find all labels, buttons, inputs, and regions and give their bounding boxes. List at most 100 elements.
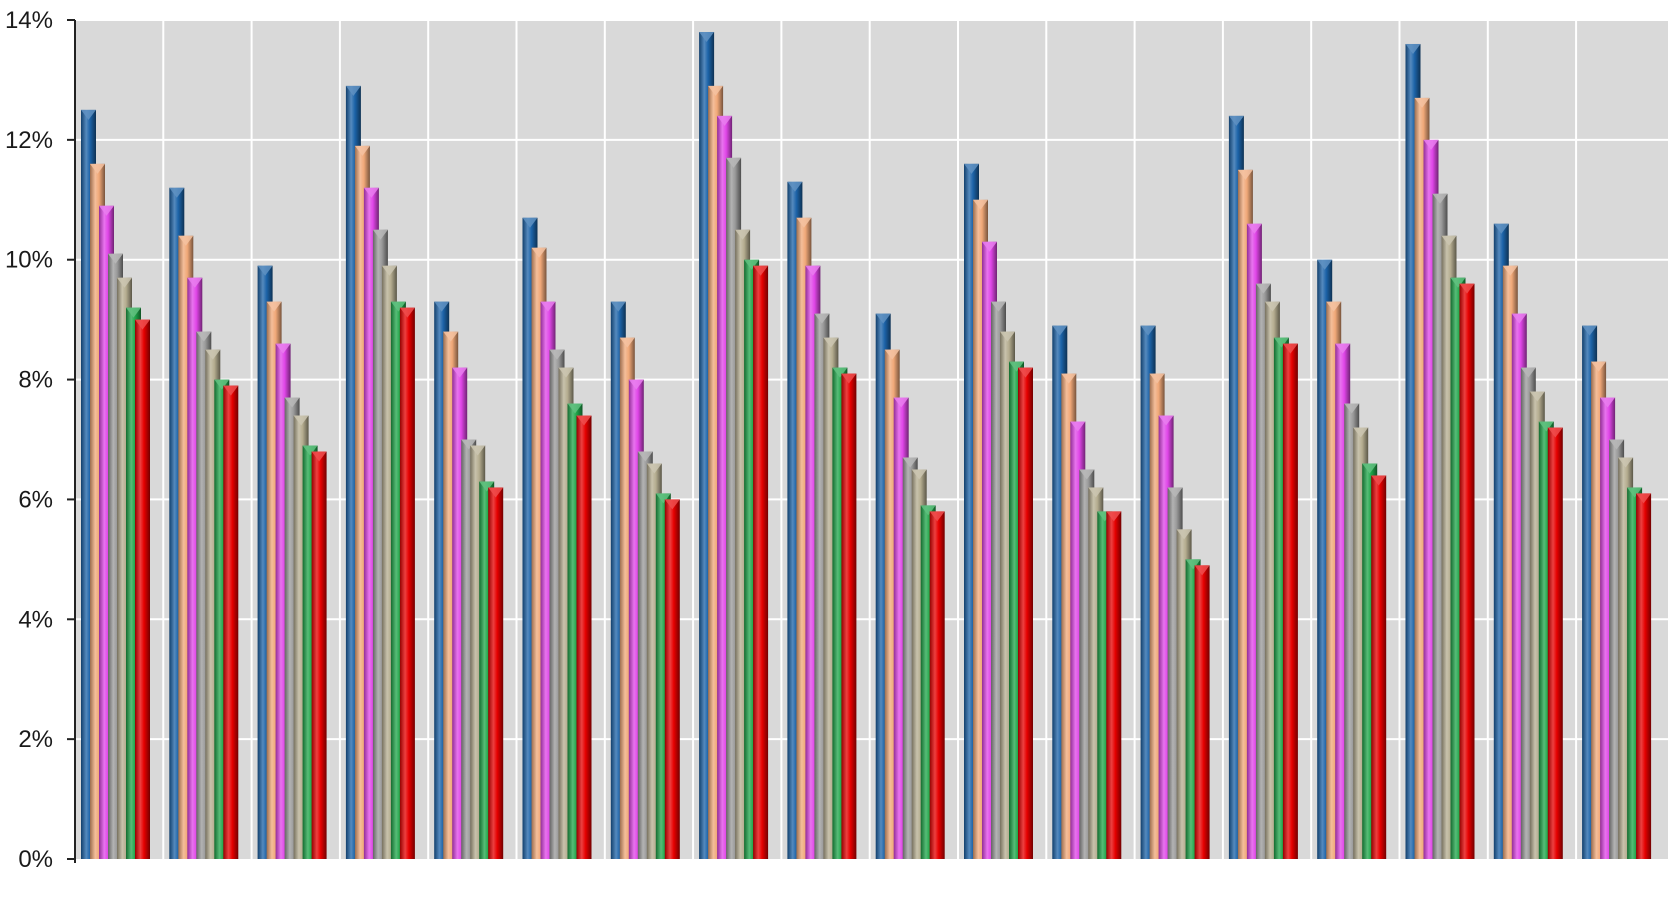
bar-cap (1079, 469, 1095, 480)
category-group (787, 181, 857, 860)
bar-cap (1414, 97, 1430, 108)
category-group (1582, 325, 1652, 859)
bar-cap (1636, 493, 1652, 504)
bar-cap (717, 115, 733, 126)
gridlines (75, 19, 1668, 859)
bar-cap (223, 385, 239, 396)
bar-cap (646, 463, 662, 474)
bar-cap (1627, 487, 1643, 498)
bar-cap (753, 265, 769, 276)
bar-cap (363, 187, 379, 198)
bar-cap (823, 337, 839, 348)
bar-cap (973, 199, 988, 210)
bar (1636, 493, 1652, 859)
bar-cap (257, 265, 273, 276)
bar-cap (841, 373, 857, 384)
y-tick-label: 4% (18, 606, 53, 633)
bar-cap (461, 439, 477, 450)
bar-cap (1070, 421, 1086, 432)
category-group (610, 301, 680, 859)
bar-cap (805, 265, 821, 276)
bar-cap (1432, 193, 1448, 204)
bar-cap (1618, 457, 1634, 468)
bar-cap (1158, 415, 1174, 426)
bar-series-group (81, 31, 1652, 860)
bar-cap (1362, 463, 1378, 474)
category-group (1493, 223, 1563, 859)
bar-cap (443, 331, 459, 342)
bar-cap (1317, 259, 1333, 270)
bar-cap (196, 331, 212, 342)
category-group (1405, 43, 1475, 860)
bar-cap (169, 187, 185, 198)
bar-cap (735, 229, 751, 240)
bar-cap (1185, 559, 1201, 570)
bar-cap (982, 241, 997, 252)
bar-cap (1335, 343, 1351, 354)
category-group (81, 109, 150, 860)
bar-cap (991, 301, 1006, 312)
bar-cap (1591, 361, 1607, 372)
bar-cap (354, 145, 370, 156)
bar-cap (522, 217, 538, 228)
bar-cap (1371, 475, 1387, 486)
bar-cap (655, 493, 671, 504)
bar-cap (381, 265, 397, 276)
bar-cap (99, 205, 114, 216)
bar-cap (1511, 313, 1527, 324)
bar-cap (302, 445, 318, 456)
category-group (522, 217, 592, 859)
bar-cap (1450, 277, 1466, 288)
bar-cap (1018, 367, 1033, 378)
bar-cap (540, 301, 556, 312)
bar-cap (744, 259, 760, 270)
category-group (875, 313, 945, 859)
bar (1194, 565, 1210, 859)
bar (1018, 367, 1033, 859)
bar-cap (1140, 325, 1156, 336)
bar-cap (610, 301, 626, 312)
bar-cap (178, 235, 194, 246)
bar-cap (1547, 427, 1563, 438)
bar-cap (884, 349, 900, 360)
bar-cap (911, 469, 927, 480)
category-group (1140, 325, 1210, 859)
bar-cap (1405, 43, 1421, 54)
bar-cap (1273, 337, 1289, 348)
bar-cap (1493, 223, 1509, 234)
bar-cap (1237, 169, 1253, 180)
category-group (434, 301, 504, 860)
bar-cap (275, 343, 291, 354)
bar-cap (1282, 343, 1298, 354)
bar (223, 385, 239, 859)
bar-cap (1326, 301, 1342, 312)
bar (1106, 511, 1122, 859)
bar-cap (1459, 283, 1475, 294)
bar-cap (1441, 235, 1457, 246)
bar (1547, 427, 1563, 859)
bar-cap (875, 313, 891, 324)
bar-cap (664, 499, 680, 510)
bar-cap (81, 109, 96, 120)
bar-cap (1502, 265, 1518, 276)
y-tick-label: 12% (5, 127, 53, 154)
bar-cap (1609, 439, 1625, 450)
bar-cap (1149, 373, 1165, 384)
bar (841, 373, 857, 859)
bar-cap (628, 379, 644, 390)
y-tick-label: 2% (18, 726, 53, 753)
bar-cap (1344, 403, 1360, 414)
bar-cap (893, 397, 909, 408)
bar-cap (399, 307, 415, 318)
bar-cap (1228, 115, 1244, 126)
bar-cap (434, 301, 450, 312)
bar-cap (135, 319, 150, 330)
bar-cap (117, 277, 132, 288)
bar-cap (293, 415, 309, 426)
bar-cap (479, 481, 495, 492)
bar-cap (90, 163, 105, 174)
bar-cap (964, 163, 979, 174)
bar-cap (1061, 373, 1077, 384)
bar-cap (814, 313, 830, 324)
